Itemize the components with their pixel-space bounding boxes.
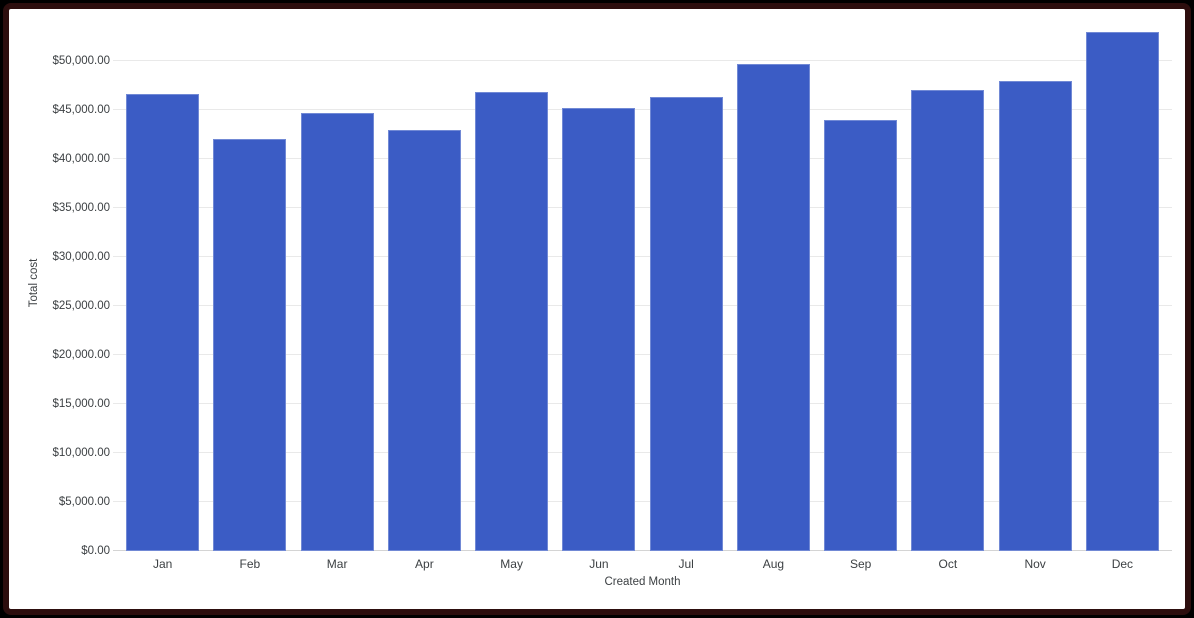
bar-jan[interactable] <box>126 94 200 551</box>
bar-apr[interactable] <box>387 130 461 551</box>
chart-card: $0.00 $5,000.00 $10,000.00 $15,000.00 $20,00… <box>3 3 1191 615</box>
bar-slot <box>817 12 904 551</box>
x-tick-label: Feb <box>239 557 261 571</box>
x-tick-label: Apr <box>415 557 434 571</box>
bar-slot <box>730 12 817 551</box>
bar-slot <box>643 12 730 551</box>
x-tick-label: Jun <box>589 557 609 571</box>
x-tick-label: Oct <box>938 557 958 571</box>
bar-slot <box>904 12 991 551</box>
bar-jun[interactable] <box>562 108 636 551</box>
bars-layer <box>113 12 1172 551</box>
bar-jul[interactable] <box>649 97 723 551</box>
y-axis-title: Total cost <box>28 258 40 308</box>
bar-feb[interactable] <box>213 139 287 551</box>
x-axis-tick-labels: Jan Feb Mar Apr May Jun Jul Aug Sep Oct Nov Dec <box>113 557 1172 571</box>
x-axis-baseline <box>113 550 1172 551</box>
y-tick-label: $50,000.00 <box>52 55 110 67</box>
y-tick-label: $30,000.00 <box>52 251 110 263</box>
y-tick-label: $35,000.00 <box>52 202 110 214</box>
bar-nov[interactable] <box>998 81 1072 551</box>
bar-dec[interactable] <box>1085 32 1159 551</box>
gridline <box>113 60 1172 61</box>
x-tick-label: Mar <box>326 557 348 571</box>
x-tick-label: Nov <box>1024 557 1046 571</box>
gridline <box>113 158 1172 159</box>
bar-slot <box>294 12 381 551</box>
gridline <box>113 354 1172 355</box>
bar-slot <box>1079 12 1166 551</box>
y-tick-label: $45,000.00 <box>52 104 110 116</box>
plot-area <box>113 12 1172 551</box>
bar-slot <box>468 12 555 551</box>
bar-mar[interactable] <box>300 113 374 551</box>
y-tick-label: $15,000.00 <box>52 398 110 410</box>
gridline <box>113 403 1172 404</box>
gridline <box>113 207 1172 208</box>
x-tick-label: Sep <box>849 557 872 571</box>
y-tick-label: $10,000.00 <box>52 447 110 459</box>
bar-slot <box>381 12 468 551</box>
gridline <box>113 452 1172 453</box>
bar-slot <box>119 12 206 551</box>
gridline <box>113 305 1172 306</box>
gridline <box>113 256 1172 257</box>
x-tick-label: Jul <box>678 557 694 571</box>
x-tick-label: Dec <box>1111 557 1134 571</box>
bar-sep[interactable] <box>824 120 898 551</box>
x-axis-title: Created Month <box>604 576 681 588</box>
bar-oct[interactable] <box>911 90 985 551</box>
gridline <box>113 501 1172 502</box>
bar-slot <box>992 12 1079 551</box>
bar-slot <box>555 12 642 551</box>
y-tick-label: $0.00 <box>81 545 110 557</box>
bar-aug[interactable] <box>736 64 810 551</box>
bar-slot <box>206 12 293 551</box>
x-tick-label: Aug <box>762 557 785 571</box>
y-tick-label: $5,000.00 <box>58 496 110 508</box>
y-axis-tick-labels: $0.00 $5,000.00 $10,000.00 $15,000.00 $20,00… <box>9 12 110 557</box>
x-tick-label: Jan <box>152 557 173 571</box>
y-tick-label: $25,000.00 <box>52 300 110 312</box>
x-tick-label: May <box>500 557 523 571</box>
y-tick-label: $20,000.00 <box>52 349 110 361</box>
gridline <box>113 109 1172 110</box>
y-tick-label: $40,000.00 <box>52 153 110 165</box>
bar-may[interactable] <box>475 92 549 551</box>
